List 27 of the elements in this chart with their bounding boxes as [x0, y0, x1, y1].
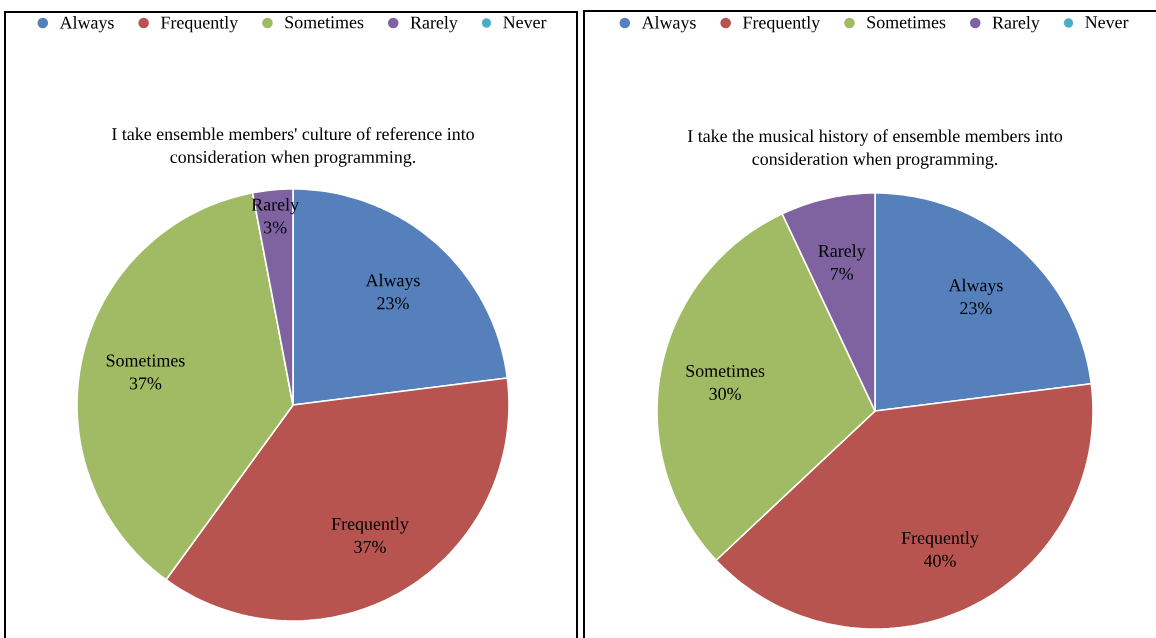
slice-label: Always — [948, 278, 1003, 296]
slice-label: Frequently — [331, 517, 409, 534]
legend-label: Sometimes — [867, 16, 946, 29]
data-label: 37% — [129, 377, 162, 390]
data-label: 37% — [354, 540, 386, 553]
slice-label: Always — [365, 273, 420, 291]
slice-label: Sometimes — [686, 364, 765, 377]
legend-label: Never — [1085, 16, 1129, 29]
data-label: 23% — [377, 297, 409, 310]
slice-label: Rarely — [818, 244, 866, 261]
legend-label: Never — [503, 16, 547, 29]
slice-label: Frequently — [901, 531, 979, 548]
data-label: 7% — [830, 267, 854, 280]
data-label: 40% — [923, 554, 956, 567]
text: I take ensemble members' culture of reference into consideration when programming. — [112, 127, 474, 167]
legend-label: Frequently — [742, 16, 821, 33]
data-label: 3% — [264, 221, 287, 234]
legend-label: Frequently — [160, 16, 239, 33]
legend-label: Rarely — [410, 16, 458, 33]
legend-label: Rarely — [992, 16, 1040, 33]
legend-label: Sometimes — [285, 16, 364, 29]
slice-label: Sometimes — [106, 354, 185, 367]
legend-label: Always — [59, 16, 114, 33]
legend-label: Always — [641, 16, 696, 33]
data-label: 30% — [709, 387, 741, 400]
text: I take the musical history of ensemble members into consideration when programming. — [687, 129, 1063, 169]
data-label: 23% — [960, 302, 992, 315]
